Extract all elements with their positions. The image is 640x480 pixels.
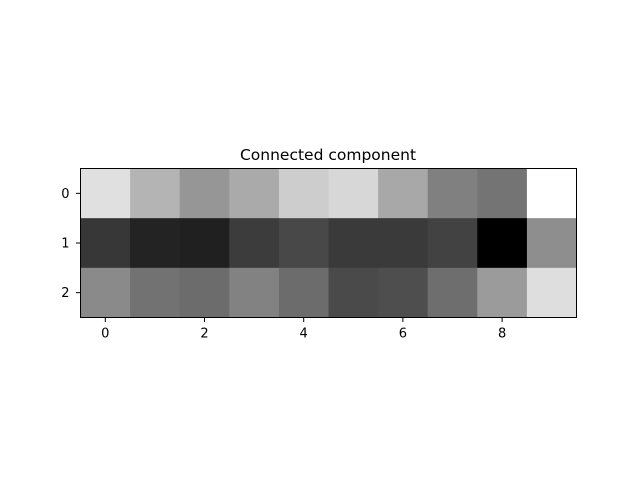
x-tick-label-2: 2 (200, 327, 208, 342)
heatmap-cell-r0-c7 (427, 168, 478, 219)
heatmap-cell-r0-c2 (179, 168, 230, 219)
heatmap-cell-r0-c9 (526, 168, 577, 219)
heatmap-cell-r1-c3 (229, 218, 280, 269)
heatmap-cell-r1-c4 (278, 218, 329, 269)
heatmap-cell-r0-c3 (229, 168, 280, 219)
heatmap-cell-r0-c1 (130, 168, 181, 219)
heatmap-cell-r1-c8 (477, 218, 528, 269)
x-axis-ticks: 0 2 4 6 8 (101, 317, 506, 342)
chart-title: Connected component (240, 146, 416, 164)
x-tick-label-4: 4 (300, 327, 308, 342)
heatmap-cell-r0-c8 (477, 168, 528, 219)
y-tick-label-0: 0 (61, 187, 69, 202)
heatmap-cell-r2-c4 (278, 267, 329, 318)
heatmap-cell-r2-c9 (526, 267, 577, 318)
heatmap-cell-r2-c3 (229, 267, 280, 318)
y-axis-ticks: 0 1 2 (61, 187, 81, 301)
heatmap-cell-r2-c8 (477, 267, 528, 318)
heatmap-cell-r1-c0 (80, 218, 131, 269)
heatmap-cell-r2-c2 (179, 267, 230, 318)
heatmap-cell-r1-c5 (328, 218, 379, 269)
heatmap-cell-r2-c5 (328, 267, 379, 318)
heatmap-cell-r1-c2 (179, 218, 230, 269)
heatmap-cells (80, 168, 577, 318)
heatmap-cell-r0-c0 (80, 168, 131, 219)
heatmap-cell-r0-c5 (328, 168, 379, 219)
x-tick-label-0: 0 (101, 327, 109, 342)
heatmap-cell-r2-c6 (378, 267, 429, 318)
heatmap-cell-r1-c1 (130, 218, 181, 269)
x-tick-label-6: 6 (399, 327, 407, 342)
heatmap-cell-r1-c9 (526, 218, 577, 269)
heatmap-cell-r2-c1 (130, 267, 181, 318)
heatmap-cell-r1-c7 (427, 218, 478, 269)
y-tick-label-1: 1 (61, 237, 69, 252)
x-tick-label-8: 8 (498, 327, 506, 342)
y-tick-label-2: 2 (61, 286, 69, 301)
heatmap-cell-r2-c0 (80, 267, 131, 318)
heatmap-cell-r1-c6 (378, 218, 429, 269)
heatmap-cell-r2-c7 (427, 267, 478, 318)
heatmap-cell-r0-c4 (278, 168, 329, 219)
heatmap-cell-r0-c6 (378, 168, 429, 219)
